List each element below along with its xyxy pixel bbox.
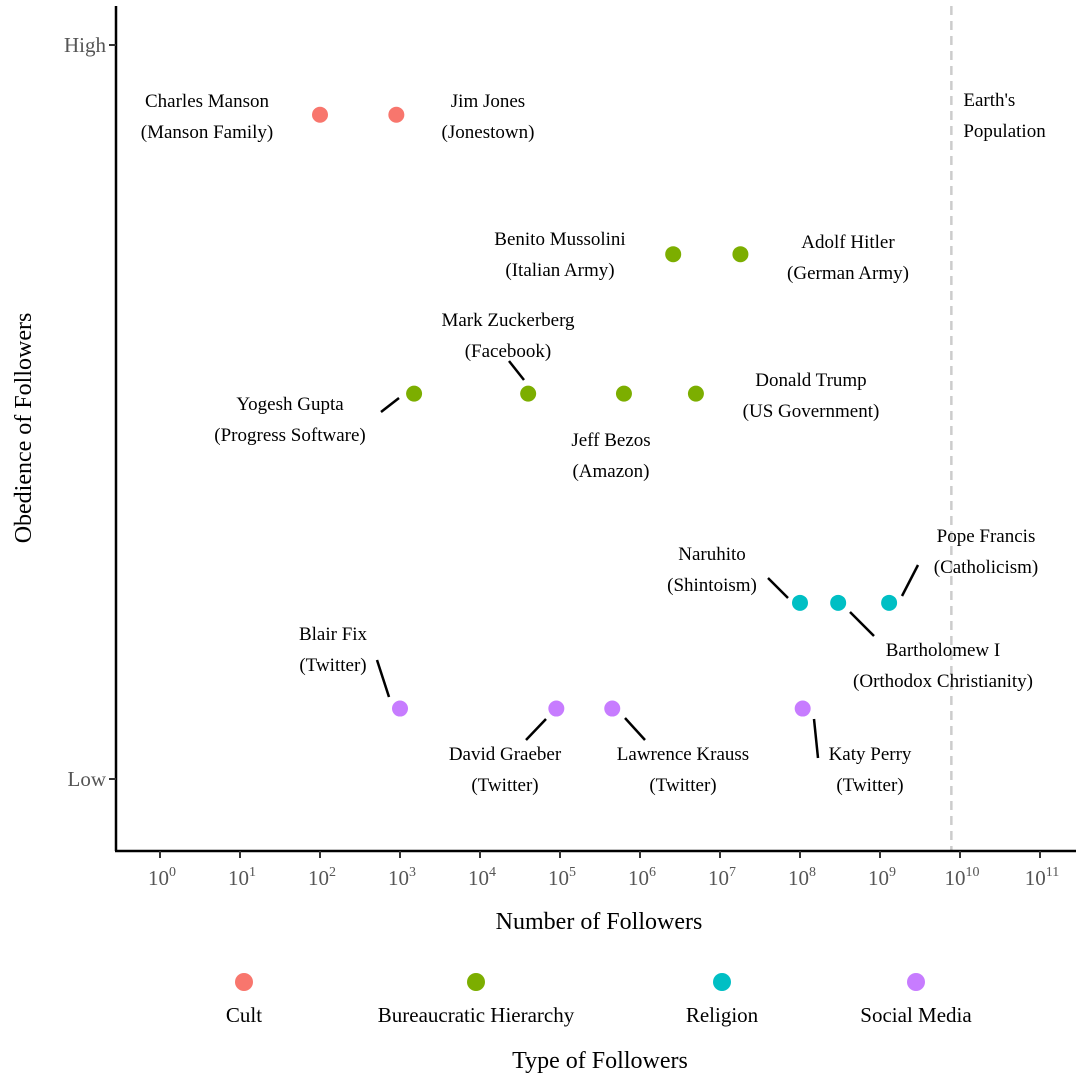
leader-lines — [375, 360, 920, 759]
point-katy-perry — [794, 700, 811, 717]
y-tick-label: High — [64, 33, 107, 57]
x-tick-label: 1010 — [945, 865, 980, 890]
label-adolf-hitler: Adolf Hitler (German Army) — [787, 232, 909, 284]
x-tick-label: 101 — [228, 865, 256, 890]
y-tick-label: Low — [68, 767, 107, 791]
point-lawrence-krauss — [604, 700, 621, 717]
axes: 100 101 102 103 104 105 106 107 108 109 1010 1011 Hi… — [11, 6, 1076, 935]
legend-label-social-media: Social Media — [860, 1003, 972, 1027]
x-tick-label: 107 — [708, 865, 736, 890]
legend-key-social-media — [907, 973, 925, 991]
x-tick-label: 109 — [868, 865, 896, 890]
label-katy-perry: Katy Perry (Twitter) — [829, 744, 912, 796]
earth-population-label: Earth's Population — [963, 90, 1046, 142]
leader-line-mark-zuckerberg — [508, 360, 525, 381]
point-donald-trump — [687, 385, 704, 402]
label-naruhito: Naruhito (Shintoism) — [667, 544, 757, 596]
point-labels: Charles Manson (Manson Family) Jim Jones (J… — [141, 91, 1038, 796]
label-donald-trump: Donald Trump (US Government) — [743, 370, 880, 422]
label-david-graeber: David Graeber (Twitter) — [449, 744, 562, 796]
legend-key-religion — [713, 973, 731, 991]
label-blair-fix: Blair Fix (Twitter) — [299, 624, 368, 676]
point-charles-manson — [312, 106, 328, 123]
leader-line-yogesh-gupta — [380, 397, 400, 413]
point-mark-zuckerberg — [520, 385, 537, 402]
label-jeff-bezos: Jeff Bezos (Amazon) — [571, 430, 650, 482]
point-naruhito — [792, 594, 808, 611]
leader-line-blair-fix — [375, 659, 391, 698]
point-david-graeber — [548, 700, 565, 717]
x-tick-label: 104 — [468, 865, 496, 890]
legend-label-religion: Religion — [686, 1003, 759, 1027]
x-tick-label: 105 — [548, 865, 576, 890]
reference-layer: Earth's Population — [950, 6, 1046, 851]
point-yogesh-gupta — [406, 385, 423, 402]
label-jim-jones: Jim Jones (Jonestown) — [442, 91, 535, 143]
label-charles-manson: Charles Manson (Manson Family) — [141, 91, 273, 143]
leader-line-david-graeber — [525, 718, 547, 741]
label-benito-mussolini: Benito Mussolini (Italian Army) — [494, 229, 625, 281]
leader-line-bartholomew-i — [849, 611, 875, 637]
label-bartholomew-i: Bartholomew I (Orthodox Christianity) — [853, 640, 1033, 692]
label-lawrence-krauss: Lawrence Krauss (Twitter) — [617, 744, 749, 796]
legend-label-bureaucratic-hierarchy: Bureaucratic Hierarchy — [378, 1003, 575, 1027]
legend: Cult Bureaucratic Hierarchy Religion Social… — [226, 973, 972, 1074]
legend-key-bureaucratic-hierarchy — [467, 973, 485, 991]
x-tick-label: 103 — [388, 865, 416, 890]
leader-line-katy-perry — [812, 718, 820, 759]
point-bartholomew-i — [830, 594, 847, 611]
point-jeff-bezos — [615, 385, 632, 402]
x-tick-label: 100 — [148, 865, 176, 890]
legend-label-cult: Cult — [226, 1003, 262, 1027]
x-tick-label: 1011 — [1025, 865, 1059, 890]
x-axis-title: Number of Followers — [496, 909, 703, 935]
label-pope-francis: Pope Francis (Catholicism) — [934, 526, 1038, 578]
point-blair-fix — [392, 700, 408, 717]
x-tick-label: 102 — [308, 865, 336, 890]
x-tick-label: 108 — [788, 865, 816, 890]
label-mark-zuckerberg: Mark Zuckerberg (Facebook) — [441, 310, 575, 362]
data-points — [312, 106, 898, 717]
leader-line-pope-francis — [900, 564, 920, 597]
y-axis-title: Obedience of Followers — [11, 313, 37, 544]
legend-title: Type of Followers — [512, 1048, 688, 1074]
legend-key-cult — [235, 973, 253, 991]
point-jim-jones — [388, 106, 405, 123]
leader-line-naruhito — [767, 577, 789, 599]
point-benito-mussolini — [665, 246, 682, 263]
leader-line-lawrence-krauss — [624, 717, 646, 741]
x-tick-label: 106 — [628, 865, 656, 890]
label-yogesh-gupta: Yogesh Gupta (Progress Software) — [214, 394, 365, 446]
point-adolf-hitler — [732, 246, 749, 263]
point-pope-francis — [881, 594, 898, 611]
